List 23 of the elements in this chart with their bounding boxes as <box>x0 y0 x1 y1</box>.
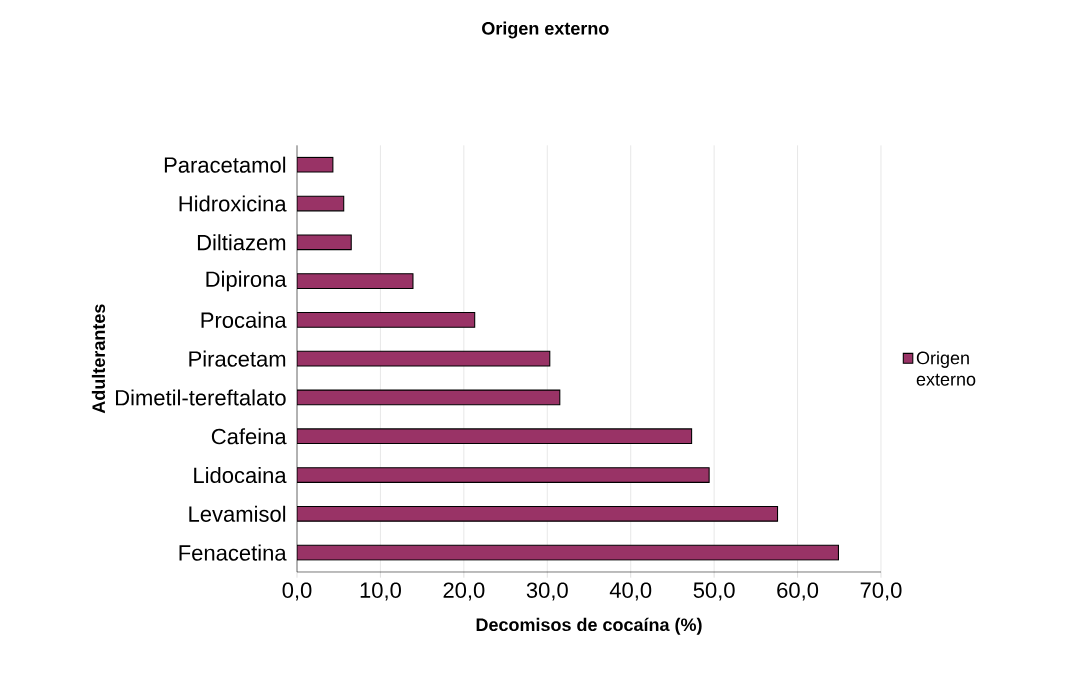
y-tick-label: Piracetam <box>189 350 286 367</box>
y-tick-label: Levamisol <box>189 505 286 522</box>
x-tick-label: 50,0 <box>693 582 735 601</box>
y-tick-label: Cafeina <box>211 428 287 445</box>
y-tick-label: Dimetil-tereftalato <box>116 389 286 406</box>
legend-label: Origen externo <box>916 351 976 386</box>
y-tick-label: Diltiazem <box>197 234 286 251</box>
y-tick-label: Procaina <box>201 311 287 328</box>
y-tick-label: Lidocaina <box>194 466 287 484</box>
y-tick-label: Dipirona <box>206 270 287 292</box>
x-tick-label: 20,0 <box>443 582 485 601</box>
y-tick-label: Fenacetina <box>179 544 287 561</box>
chart-title: Origen externo <box>482 21 609 39</box>
y-axis-title: Adulterantes <box>91 304 106 414</box>
x-tick-label: 10,0 <box>360 582 401 601</box>
x-tick-label: 30,0 <box>526 582 568 601</box>
x-tick-label: 70,0 <box>860 582 902 601</box>
x-tick-label: 40,0 <box>609 582 652 601</box>
x-tick-label: 0,0 <box>282 582 312 601</box>
x-tick-label: 60,0 <box>777 582 819 601</box>
x-axis-title: Decomisos de cocaína (%) <box>476 617 702 635</box>
y-tick-label: Paracetamol <box>164 156 286 173</box>
y-tick-label: Hidroxicina <box>179 195 287 212</box>
